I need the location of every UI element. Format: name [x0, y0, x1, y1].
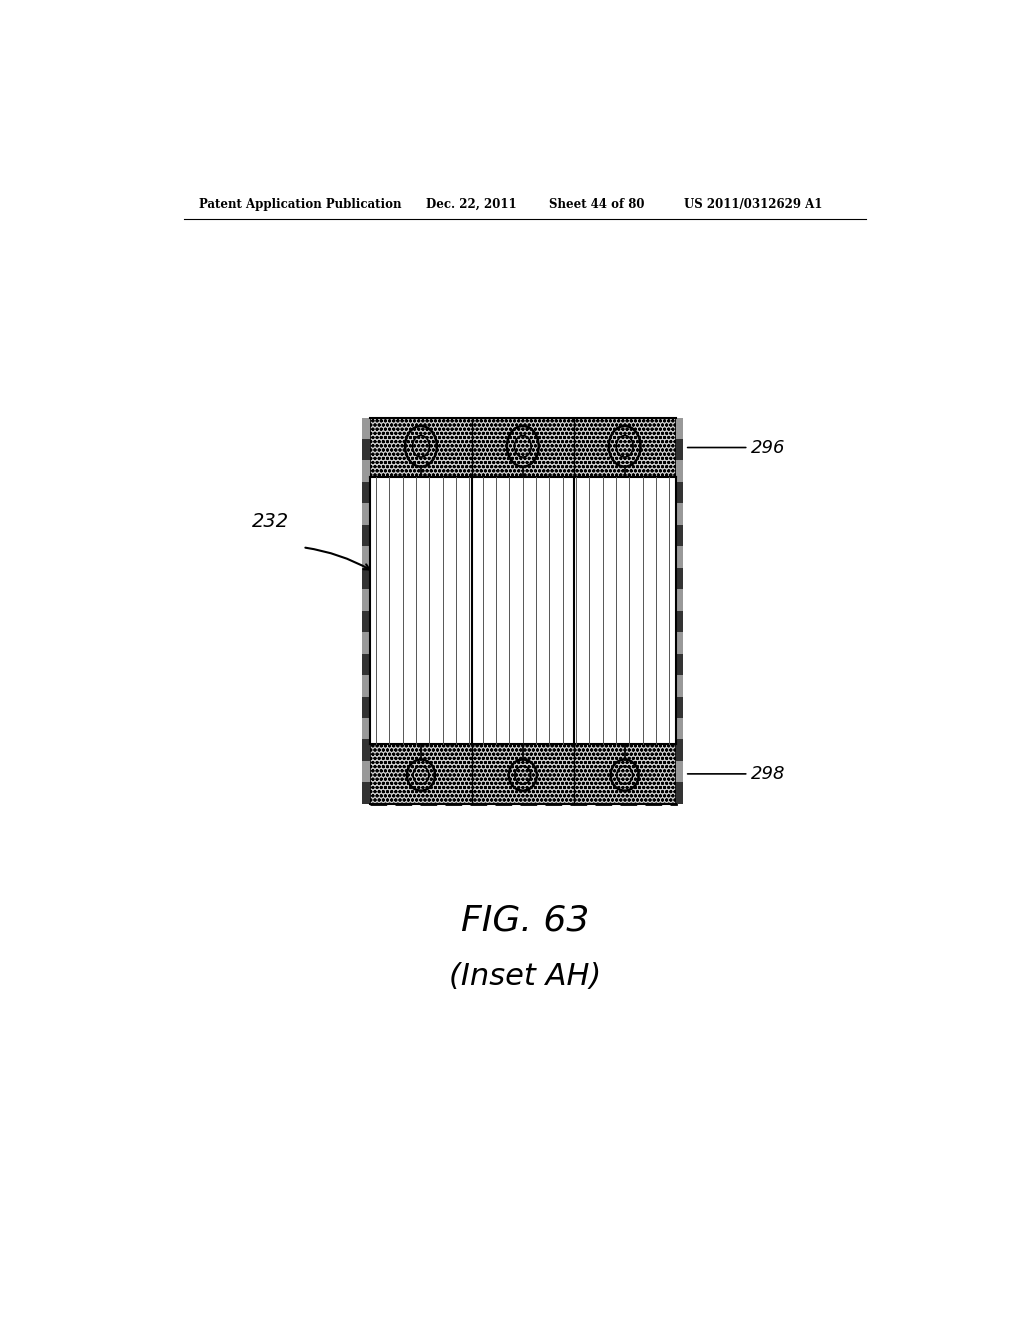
Bar [362, 568, 370, 589]
Bar [362, 440, 370, 461]
Bar [362, 760, 370, 783]
Bar [676, 760, 683, 783]
Bar [362, 546, 370, 568]
Bar [676, 568, 683, 589]
Bar [370, 744, 676, 804]
Bar [362, 697, 370, 718]
Bar [676, 461, 683, 482]
Bar [676, 783, 683, 804]
Bar [362, 461, 370, 482]
Bar [362, 718, 370, 739]
Bar [362, 783, 370, 804]
Bar [676, 525, 683, 546]
Text: FIG. 63: FIG. 63 [461, 904, 589, 937]
Bar [676, 503, 683, 525]
Bar [676, 611, 683, 632]
Text: Patent Application Publication: Patent Application Publication [200, 198, 402, 211]
Text: 296: 296 [751, 438, 785, 457]
Bar [370, 417, 676, 478]
Bar [370, 417, 676, 804]
Bar [676, 718, 683, 739]
Text: Sheet 44 of 80: Sheet 44 of 80 [549, 198, 644, 211]
Bar [362, 739, 370, 760]
Bar [362, 611, 370, 632]
Text: 232: 232 [252, 512, 290, 532]
Text: Dec. 22, 2011: Dec. 22, 2011 [426, 198, 516, 211]
Bar [676, 675, 683, 697]
Bar [676, 546, 683, 568]
Bar [362, 417, 370, 440]
Bar [370, 478, 676, 744]
Bar [676, 739, 683, 760]
Bar [362, 503, 370, 525]
Bar [362, 632, 370, 653]
Bar [676, 482, 683, 503]
Bar [362, 653, 370, 675]
Bar [676, 653, 683, 675]
Bar [362, 482, 370, 503]
Bar [676, 589, 683, 611]
Bar [676, 632, 683, 653]
Text: US 2011/0312629 A1: US 2011/0312629 A1 [684, 198, 822, 211]
Bar [676, 417, 683, 440]
Text: 298: 298 [751, 764, 785, 783]
Bar [362, 525, 370, 546]
Bar [362, 589, 370, 611]
Bar [676, 697, 683, 718]
Bar [676, 440, 683, 461]
Bar [362, 675, 370, 697]
Text: (Inset AH): (Inset AH) [449, 962, 601, 991]
